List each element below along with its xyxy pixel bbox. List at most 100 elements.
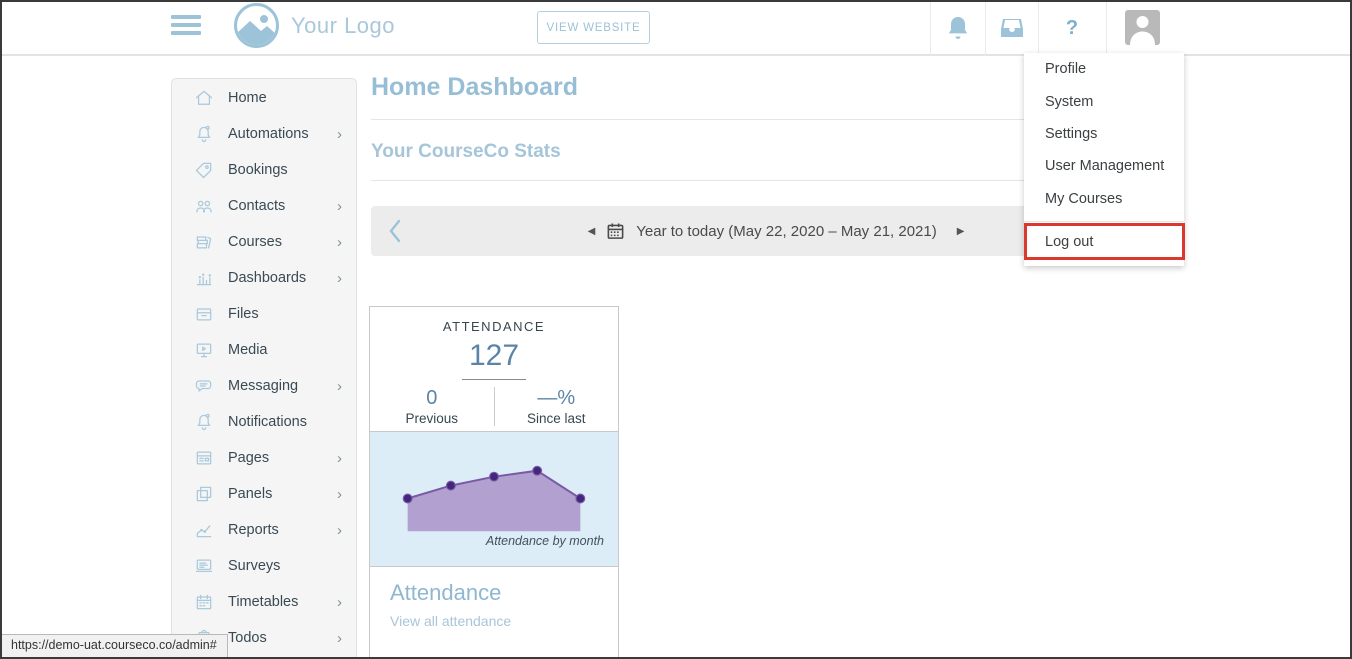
bell-outline-icon xyxy=(197,125,211,143)
date-prev-arrow-icon[interactable]: ◀ xyxy=(587,225,596,237)
menu-divider xyxy=(1024,220,1184,222)
books-icon xyxy=(196,236,212,249)
inbox-icon xyxy=(1000,19,1023,37)
collapse-chevron-left-icon[interactable] xyxy=(385,218,405,244)
chevron-right-icon: › xyxy=(337,269,342,287)
chevron-right-icon: › xyxy=(337,377,342,395)
menu-item-profile[interactable]: Profile xyxy=(1045,61,1087,78)
sidebar-item-bookings[interactable]: Bookings xyxy=(172,152,356,188)
sidebar-item-courses[interactable]: Courses › xyxy=(172,224,356,260)
sidebar-item-dashboards[interactable]: Dashboards › xyxy=(172,260,356,296)
date-next-arrow-icon[interactable]: ▶ xyxy=(956,225,965,237)
page-title: Home Dashboard xyxy=(371,73,578,101)
sidebar-item-label: Courses xyxy=(228,234,282,250)
sidebar-item-panels[interactable]: Panels › xyxy=(172,476,356,512)
sidebar-item-reports[interactable]: Reports › xyxy=(172,512,356,548)
menu-item-settings[interactable]: Settings xyxy=(1045,125,1098,142)
sidebar-item-contacts[interactable]: Contacts › xyxy=(172,188,356,224)
sidebar-item-label: Bookings xyxy=(228,162,288,178)
date-range-label[interactable]: Year to today (May 22, 2020 – May 21, 20… xyxy=(636,222,937,240)
sidebar-item-label: Pages xyxy=(228,450,270,466)
sidebar-item-label: Home xyxy=(228,90,267,106)
header-divider xyxy=(930,0,931,56)
sidebar-item-label: Notifications xyxy=(228,414,307,430)
calendar-icon xyxy=(196,594,212,610)
speech-bubble-icon xyxy=(195,380,212,392)
chevron-right-icon: › xyxy=(337,521,342,539)
chart-caption: Attendance by month xyxy=(485,534,604,548)
divider xyxy=(371,180,1181,181)
sidebar-item-label: Dashboards xyxy=(228,270,307,286)
chevron-right-icon: › xyxy=(337,197,342,215)
menu-item-user-management[interactable]: User Management xyxy=(1045,158,1165,175)
sidebar-item-label: Contacts xyxy=(228,198,286,214)
sidebar-item-label: Todos xyxy=(228,630,267,646)
sidebar-item-label: Messaging xyxy=(228,378,299,394)
notifications-button[interactable] xyxy=(930,0,985,56)
person-icon xyxy=(1130,16,1155,45)
sidebar-item-label: Media xyxy=(228,342,268,358)
browser-icon xyxy=(196,451,212,465)
user-dropdown-menu: Profile System Settings User Management My C… xyxy=(1024,53,1184,266)
sidebar-item-timetables[interactable]: Timetables › xyxy=(172,584,356,620)
sidebar-item-label: Timetables xyxy=(228,594,299,610)
hamburger-menu-icon[interactable] xyxy=(171,15,201,35)
logo[interactable]: Your Logo xyxy=(234,3,395,48)
bar-chart-icon xyxy=(196,273,212,286)
calendar-icon xyxy=(607,223,624,239)
top-header: Your Logo VIEW WEBSITE ? xyxy=(0,0,1352,56)
sidebar-item-media[interactable]: Media xyxy=(172,332,356,368)
previous-value: 0 xyxy=(426,387,438,409)
header-divider xyxy=(1106,0,1107,56)
menu-item-system[interactable]: System xyxy=(1045,93,1094,110)
previous-label: Previous xyxy=(405,411,459,426)
attendance-total: 127 xyxy=(461,339,527,380)
view-website-button[interactable]: VIEW WEBSITE xyxy=(537,11,650,44)
sidebar-item-surveys[interactable]: Surveys xyxy=(172,548,356,584)
since-last-value: —% xyxy=(537,387,576,409)
sidebar-item-pages[interactable]: Pages › xyxy=(172,440,356,476)
chevron-right-icon: › xyxy=(337,449,342,467)
help-button[interactable]: ? xyxy=(1038,0,1106,56)
sidebar-nav: Home Automations › Bookings Contacts › Courses… xyxy=(171,78,357,659)
home-icon xyxy=(195,90,213,105)
attendance-chart: Attendance by month xyxy=(370,431,618,567)
card-kicker: ATTENDANCE xyxy=(442,319,546,334)
chevron-right-icon: › xyxy=(337,593,342,611)
divider xyxy=(371,119,1181,120)
chevron-right-icon: › xyxy=(337,233,342,251)
sidebar-item-label: Surveys xyxy=(228,558,281,574)
bell-outline-icon xyxy=(197,413,211,431)
sidebar-item-label: Files xyxy=(228,306,259,322)
previous-stat: 0 Previous xyxy=(370,387,495,426)
header-divider xyxy=(1038,0,1039,56)
sidebar-item-notifications[interactable]: Notifications xyxy=(172,404,356,440)
survey-icon xyxy=(195,559,213,573)
sidebar-item-label: Panels xyxy=(228,486,273,502)
menu-item-my-courses[interactable]: My Courses xyxy=(1045,190,1123,207)
sidebar-item-messaging[interactable]: Messaging › xyxy=(172,368,356,404)
people-icon xyxy=(196,200,212,213)
stats-section-title: Your CourseCo Stats xyxy=(371,141,561,162)
sidebar-item-label: Reports xyxy=(228,522,279,538)
avatar[interactable] xyxy=(1125,10,1160,45)
sidebar-item-automations[interactable]: Automations › xyxy=(172,116,356,152)
since-last-label: Since last xyxy=(526,411,586,426)
attendance-chart-svg xyxy=(402,465,586,532)
menu-item-log-out[interactable]: Log out xyxy=(1045,233,1094,250)
header-divider xyxy=(985,0,986,56)
status-url-tooltip: https://demo-uat.courseco.co/admin# xyxy=(2,634,228,657)
logo-text: Your Logo xyxy=(291,12,396,38)
chevron-right-icon: › xyxy=(337,485,342,503)
since-last-stat: —% Since last xyxy=(495,387,619,426)
chevron-right-icon: › xyxy=(337,629,342,647)
card-footer-title: Attendance xyxy=(390,580,502,605)
inbox-button[interactable] xyxy=(985,0,1038,56)
view-all-attendance-link[interactable]: View all attendance xyxy=(390,613,512,629)
sidebar-item-home[interactable]: Home xyxy=(172,80,356,116)
layers-icon xyxy=(196,486,212,502)
help-icon: ? xyxy=(1065,16,1079,39)
chevron-right-icon: › xyxy=(337,125,342,143)
sidebar-item-files[interactable]: Files xyxy=(172,296,356,332)
sidebar-item-label: Automations xyxy=(228,126,309,142)
